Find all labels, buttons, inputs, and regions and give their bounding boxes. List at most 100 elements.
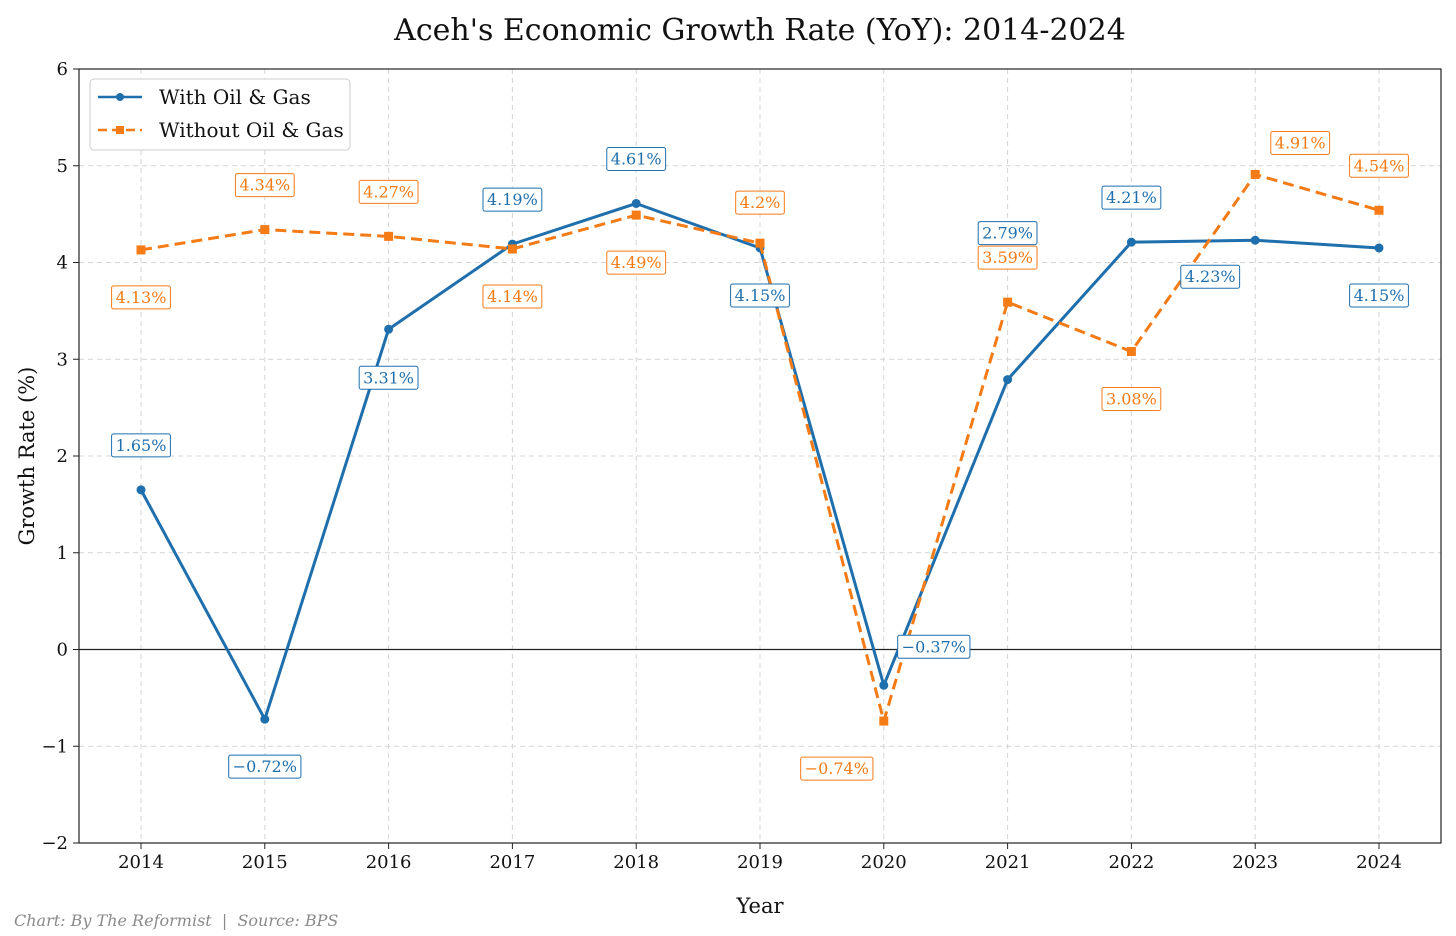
y-axis-label: Growth Rate (%) [15, 367, 39, 546]
data-label: 3.08% [1101, 387, 1162, 412]
data-label-text: −0.37% [902, 637, 966, 656]
data-label-box [234, 173, 295, 198]
data-label: 4.49% [606, 250, 667, 275]
data-label-box [1349, 283, 1409, 308]
data-label-text: 4.49% [611, 253, 662, 272]
y-tick-label: 6 [57, 59, 68, 80]
data-label-text: 4.27% [363, 182, 414, 201]
data-label-box [111, 433, 171, 458]
data-label: 4.14% [482, 284, 543, 309]
y-tick-label: 5 [57, 156, 68, 177]
data-point [1126, 237, 1136, 247]
data-point [1250, 235, 1260, 245]
data-label: 2.79% [977, 221, 1038, 246]
x-tick-label: 2022 [1108, 852, 1154, 873]
data-point [1250, 169, 1260, 179]
series-layer [136, 169, 1384, 726]
y-tick-label: 4 [57, 253, 68, 274]
y-tick-label: −2 [41, 833, 68, 854]
data-label-text: 4.21% [1106, 188, 1157, 207]
data-point [384, 231, 394, 241]
data-label: −0.74% [800, 756, 874, 781]
data-label: 4.21% [1101, 185, 1162, 210]
data-label-box [606, 250, 667, 275]
x-tick-label: 2024 [1356, 852, 1402, 873]
y-tick-label: 3 [57, 349, 68, 370]
y-tick-label: 2 [57, 446, 68, 467]
source-credit: Chart: By The Reformist | Source: BPS [14, 911, 338, 930]
x-axis-ticks: 2014 2015 2016 2017 2018 2019 2020 2021 2022 2023… [118, 843, 1402, 873]
data-label: 4.54% [1349, 153, 1409, 178]
data-label-text: 4.15% [1354, 286, 1405, 305]
data-label: 3.31% [358, 365, 419, 390]
data-label-text: 4.15% [735, 286, 786, 305]
data-point [1374, 243, 1384, 253]
data-point [631, 210, 641, 220]
data-label-box [735, 190, 785, 215]
data-label-box [358, 365, 419, 390]
data-label: 4.23% [1180, 264, 1241, 289]
data-label: 4.19% [482, 187, 543, 212]
data-label-text: 4.34% [239, 176, 290, 195]
data-point [260, 225, 270, 235]
data-label-box [977, 221, 1038, 246]
y-tick-label: 0 [57, 640, 68, 661]
data-label: 1.65% [111, 433, 171, 458]
y-tick-label: 1 [57, 543, 68, 564]
data-label-box [111, 285, 171, 310]
x-tick-label: 2021 [985, 852, 1031, 873]
data-label: 4.34% [234, 173, 295, 198]
data-point [136, 245, 146, 255]
data-point [136, 485, 146, 495]
x-axis-label: Year [735, 894, 784, 918]
data-label-text: 4.61% [611, 149, 662, 168]
x-tick-label: 2018 [613, 852, 659, 873]
data-label-text: 3.31% [363, 368, 414, 387]
data-label-box [897, 634, 971, 659]
data-label: 4.15% [1349, 283, 1409, 308]
legend-label-without-oil-gas: Without Oil & Gas [159, 118, 344, 142]
data-point [260, 714, 270, 724]
legend-item-with-oil-gas: With Oil & Gas [98, 85, 311, 109]
data-label-box [482, 284, 543, 309]
data-label-text: 4.23% [1185, 267, 1236, 286]
data-point [1003, 297, 1013, 307]
data-label: 4.15% [730, 283, 790, 308]
x-tick-label: 2019 [737, 852, 783, 873]
data-label-box [606, 146, 667, 171]
data-point [507, 244, 517, 254]
y-axis-ticks: −2 −1 0 1 2 3 4 5 6 [41, 59, 79, 854]
data-label: 4.91% [1270, 130, 1331, 155]
chart-title: Aceh's Economic Growth Rate (YoY): 2014-… [393, 13, 1126, 48]
data-label: 4.27% [358, 179, 419, 204]
data-label-box [228, 754, 302, 779]
data-label: 4.61% [606, 146, 667, 171]
data-label: −0.72% [228, 754, 302, 779]
data-label-box [800, 756, 874, 781]
data-label-text: −0.72% [233, 757, 297, 776]
data-label: 3.59% [977, 245, 1038, 270]
legend: With Oil & Gas Without Oil & Gas [89, 78, 351, 151]
data-label-box [1180, 264, 1241, 289]
x-tick-label: 2016 [366, 852, 412, 873]
data-point [631, 198, 641, 208]
legend-item-without-oil-gas: Without Oil & Gas [98, 118, 344, 142]
x-tick-label: 2015 [242, 852, 288, 873]
data-label: −0.37% [897, 634, 971, 659]
data-label-text: 2.79% [982, 224, 1033, 243]
data-label-text: 1.65% [116, 436, 167, 455]
x-tick-label: 2017 [489, 852, 535, 873]
data-point [879, 716, 889, 726]
y-tick-label: −1 [41, 736, 68, 757]
data-point [1126, 347, 1136, 357]
data-label-box [1270, 130, 1331, 155]
x-tick-label: 2020 [861, 852, 907, 873]
data-label-text: 4.14% [487, 287, 538, 306]
data-labels: 1.65% −0.72% 3.31% 4.19% 4.61% 4.15% −0.37% 2.7… [111, 130, 1409, 781]
data-label-text: 4.54% [1354, 156, 1405, 175]
data-label-box [1349, 153, 1409, 178]
data-label-text: 4.13% [116, 288, 167, 307]
data-label: 4.13% [111, 285, 171, 310]
data-label-text: 3.59% [982, 248, 1033, 267]
